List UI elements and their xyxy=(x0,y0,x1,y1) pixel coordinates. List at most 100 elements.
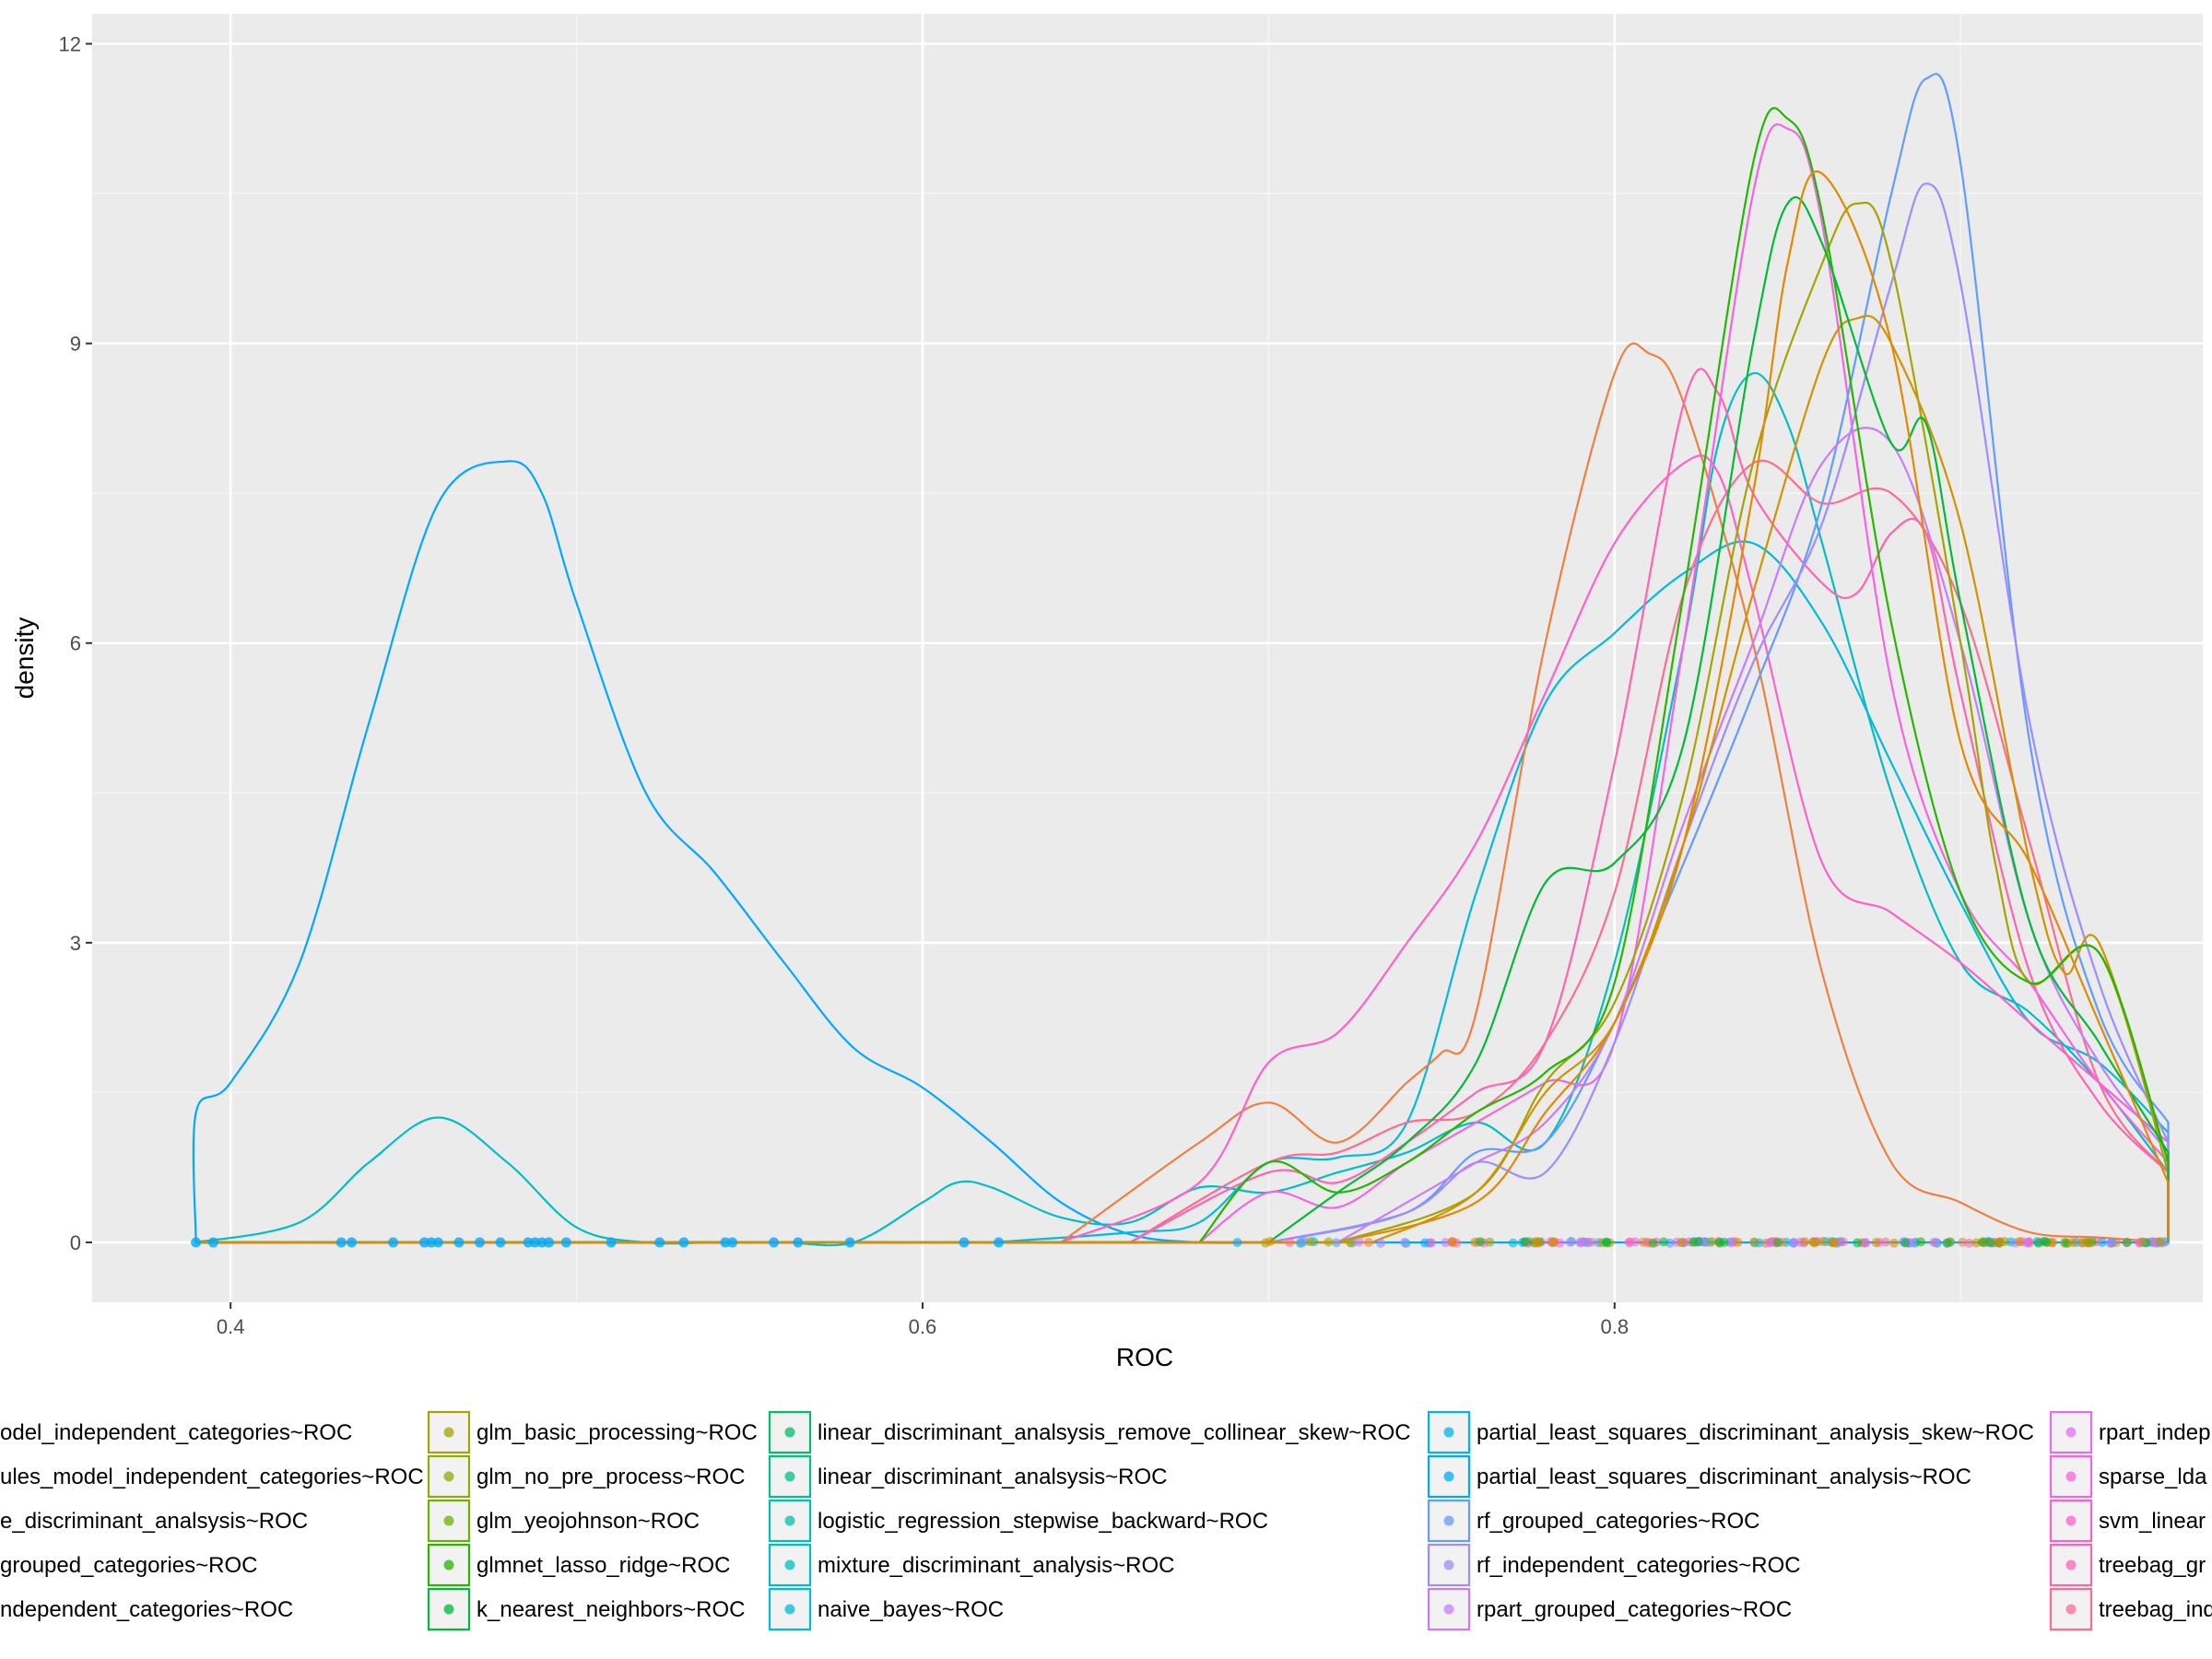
rug-point xyxy=(388,1237,399,1248)
rug-point xyxy=(1447,1237,1457,1247)
legend-label: logistic_regression_stepwise_backward~RO… xyxy=(818,1509,1268,1534)
rug-point xyxy=(793,1237,804,1248)
legend-label: glm_yeojohnson~ROC xyxy=(477,1509,700,1534)
rug-point xyxy=(474,1237,485,1248)
rug-points xyxy=(191,1236,2171,1248)
legend-key-dot xyxy=(1443,1515,1454,1526)
x-axis-title: ROC xyxy=(1116,1343,1173,1371)
legend-key-dot xyxy=(1443,1604,1454,1615)
rug-point xyxy=(1719,1237,1729,1247)
rug-point xyxy=(1400,1237,1410,1247)
rug-point xyxy=(1305,1237,1315,1247)
plot-panel xyxy=(92,14,2203,1302)
legend-label: rpart_indep xyxy=(2099,1420,2210,1445)
legend-label: treebag_gr xyxy=(2099,1553,2206,1578)
rug-point xyxy=(1648,1238,1658,1248)
legend-key-dot xyxy=(784,1559,795,1571)
rug-point xyxy=(1427,1238,1437,1248)
legend-key xyxy=(2049,1543,2093,1587)
rug-point xyxy=(1853,1238,1863,1248)
rug-point xyxy=(335,1237,347,1248)
rug-point xyxy=(1733,1237,1743,1247)
y-axis: 0 3 6 9 12 xyxy=(59,33,92,1254)
legend-label: mixture_discriminant_analysis~ROC xyxy=(818,1553,1174,1578)
legend-key-dot xyxy=(784,1427,795,1438)
rug-point xyxy=(2015,1237,2025,1247)
rug-point xyxy=(1808,1237,1818,1247)
rug-point xyxy=(1376,1238,1386,1248)
legend-label: glm_no_pre_process~ROC xyxy=(477,1465,745,1489)
rug-point xyxy=(2021,1238,2031,1248)
density-curves xyxy=(192,73,2170,1247)
legend-label: partial_least_squares_discriminant_analy… xyxy=(1477,1465,1971,1489)
rug-point xyxy=(2067,1238,2077,1248)
x-tick-label: 0.4 xyxy=(217,1315,245,1338)
rug-point xyxy=(1265,1237,1276,1247)
rug-point xyxy=(1964,1238,1974,1248)
rug-point xyxy=(769,1237,780,1248)
density-curve-mixture-discriminant-analysis xyxy=(195,371,2170,1247)
rug-point xyxy=(1601,1237,1611,1247)
rug-point xyxy=(1419,1238,1430,1248)
density-curve-grouped-categories xyxy=(195,314,2170,1244)
legend-key-dot xyxy=(443,1471,454,1482)
legend-key-dot xyxy=(784,1604,795,1615)
grid-minor xyxy=(92,14,2203,1302)
rug-point xyxy=(1285,1237,1295,1247)
rug-point xyxy=(1583,1237,1594,1247)
legend-key-dot xyxy=(443,1515,454,1526)
rug-point xyxy=(1575,1238,1585,1248)
rug-point xyxy=(1942,1238,1952,1248)
x-tick-label: 0.8 xyxy=(1601,1315,1630,1338)
rug-point xyxy=(2122,1238,2132,1248)
density-curve-k-nearest-neighbors xyxy=(195,195,2170,1244)
legend-label: ndependent_categories~ROC xyxy=(0,1597,293,1622)
rug-point xyxy=(432,1237,443,1248)
y-axis-title: density xyxy=(10,618,39,700)
legend-label: svm_linear xyxy=(2099,1509,2206,1534)
legend: odel_independent_categories~ROC ules_mode… xyxy=(0,1410,2212,1631)
legend-label: linear_discriminant_analsysis_remove_col… xyxy=(818,1420,1411,1445)
rug-point xyxy=(654,1237,665,1248)
density-curve-rf-grouped-categories xyxy=(195,73,2170,1244)
rug-point xyxy=(495,1237,506,1248)
legend-label: grouped_categories~ROC xyxy=(0,1553,258,1578)
legend-key-dot xyxy=(2065,1471,2077,1482)
rug-point xyxy=(1364,1237,1374,1247)
rug-point xyxy=(1565,1237,1575,1247)
legend-key-dot xyxy=(2065,1559,2077,1571)
rug-point xyxy=(1693,1237,1703,1247)
rug-point xyxy=(1232,1238,1242,1248)
density-curve-svm-linear xyxy=(195,454,2170,1244)
rug-point xyxy=(1331,1238,1341,1248)
density-curve-glmnet-lasso-ridge xyxy=(195,107,2170,1244)
rug-point xyxy=(1625,1237,1635,1247)
y-tick-label: 0 xyxy=(70,1231,81,1254)
rug-point xyxy=(959,1237,970,1248)
rug-point xyxy=(1978,1237,1988,1247)
rug-point xyxy=(844,1237,855,1248)
rug-point xyxy=(1354,1237,1364,1247)
rug-point xyxy=(1830,1238,1840,1248)
rug-point xyxy=(2107,1238,2117,1248)
rug-point xyxy=(1800,1237,1810,1247)
density-curve-partial-least-squares-discriminant-analysis xyxy=(192,460,2169,1244)
rug-point xyxy=(1838,1237,1848,1247)
legend-key-dot xyxy=(2065,1604,2077,1615)
density-curve-ules-model-independent-categories xyxy=(195,171,2170,1244)
rug-point xyxy=(191,1237,202,1248)
rug-point xyxy=(1677,1237,1687,1247)
rug-point xyxy=(1818,1236,1828,1246)
legend-key-dot xyxy=(443,1604,454,1615)
legend-label: rf_grouped_categories~ROC xyxy=(1477,1509,1760,1534)
legend-label: odel_independent_categories~ROC xyxy=(0,1420,352,1445)
legend-label: sparse_lda xyxy=(2099,1465,2207,1489)
rug-point xyxy=(2155,1237,2165,1247)
rug-point xyxy=(1749,1237,1759,1247)
rug-point xyxy=(2136,1237,2147,1247)
legend-key-dot xyxy=(784,1471,795,1482)
rug-point xyxy=(560,1237,571,1248)
legend-label: e_discriminant_analsysis~ROC xyxy=(0,1509,308,1534)
rug-point xyxy=(1476,1237,1486,1247)
